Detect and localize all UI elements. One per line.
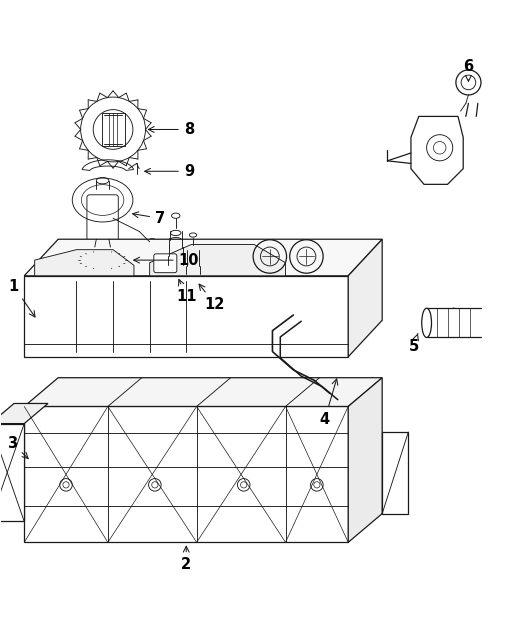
Text: 3: 3: [7, 435, 28, 459]
Polygon shape: [24, 406, 348, 542]
Text: 2: 2: [181, 546, 191, 572]
Polygon shape: [24, 378, 382, 406]
Polygon shape: [150, 244, 286, 276]
Text: 9: 9: [145, 164, 194, 179]
Polygon shape: [348, 239, 382, 357]
Polygon shape: [348, 378, 382, 542]
Polygon shape: [411, 117, 463, 185]
Text: 10: 10: [134, 253, 199, 268]
Text: 6: 6: [463, 59, 474, 81]
Bar: [427, 308, 481, 338]
FancyBboxPatch shape: [154, 254, 177, 273]
Text: 11: 11: [176, 280, 196, 304]
Polygon shape: [0, 403, 48, 423]
Text: 12: 12: [199, 284, 225, 312]
Polygon shape: [24, 239, 382, 276]
Polygon shape: [0, 423, 24, 522]
Polygon shape: [24, 276, 348, 357]
Text: 8: 8: [148, 122, 194, 137]
Text: 4: 4: [320, 379, 338, 427]
Text: 7: 7: [133, 211, 165, 226]
Text: 5: 5: [408, 333, 419, 354]
Polygon shape: [382, 432, 408, 513]
Polygon shape: [35, 249, 134, 276]
Text: 1: 1: [8, 278, 35, 317]
